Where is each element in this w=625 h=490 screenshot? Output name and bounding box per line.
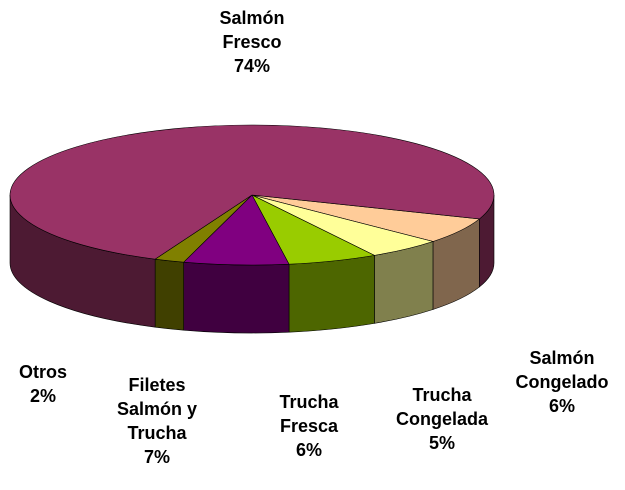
- value-label: 74%: [233, 56, 271, 76]
- category-label: Salmón Fresco: [219, 8, 285, 52]
- slice-label: Trucha Congelada 5%: [382, 383, 502, 455]
- value-label: 6%: [548, 396, 575, 416]
- slice-side: [154, 258, 184, 331]
- category-label: Trucha Congelada: [395, 385, 488, 429]
- value-label: 5%: [428, 433, 455, 453]
- slice-label: Salmón Fresco 74%: [212, 6, 292, 78]
- slice-label: Salmón Congelado 6%: [507, 346, 617, 418]
- category-label: Trucha Fresca: [279, 392, 339, 436]
- slice-label: Trucha Fresca 6%: [259, 390, 359, 462]
- category-label: Otros: [18, 362, 67, 382]
- slice-label: Otros 2%: [3, 360, 83, 408]
- slice: [9, 124, 495, 260]
- slice-side: [288, 255, 375, 333]
- slice-label: Filetes Salmón y Trucha 7%: [102, 373, 212, 469]
- category-label: Filetes Salmón y Trucha: [116, 375, 198, 443]
- slice-side: [183, 261, 290, 334]
- category-label: Salmón Congelado: [515, 348, 609, 392]
- slice: [182, 194, 290, 266]
- value-label: 7%: [143, 447, 170, 467]
- value-label: 2%: [29, 386, 56, 406]
- value-label: 6%: [295, 440, 322, 460]
